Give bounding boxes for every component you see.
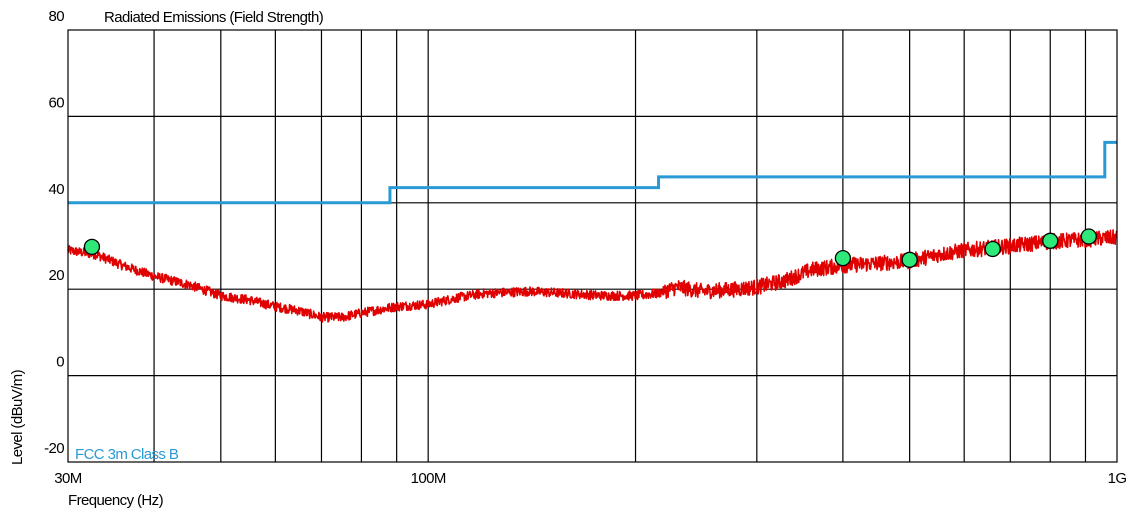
x-tick-label: 30M [54,470,81,487]
y-tick-label: 60 [49,94,65,111]
peak-marker [834,249,852,267]
legend-fcc-3m-class-b: FCC 3m Class B [75,446,179,463]
plot-frame [67,29,1118,463]
y-tick-label: 0 [56,354,64,371]
peak-marker [1042,232,1059,249]
chart-title: Radiated Emissions (Field Strength) [104,9,324,26]
peak-marker [901,251,918,268]
x-tick-label: 100M [411,470,446,487]
x-axis-label: Frequency (Hz) [68,492,164,509]
data-series [67,140,1118,323]
y-tick-label: 20 [49,267,65,284]
emission-trace [67,229,1118,323]
peak-marker [984,240,1001,258]
y-axis-label: Level (dBuV/m) [9,369,26,465]
fcc-limit-line [68,140,1117,205]
tick-labels: 80 60 40 20 0 -20 30M 100M 1G [44,8,1127,487]
y-tick-label: 80 [49,8,65,25]
y-tick-label: -20 [44,440,64,457]
peak-marker [1080,228,1097,245]
y-tick-label: 40 [49,181,65,198]
peak-marker [83,238,101,256]
x-tick-label: 1G [1108,470,1127,487]
peak-markers [83,228,1097,268]
